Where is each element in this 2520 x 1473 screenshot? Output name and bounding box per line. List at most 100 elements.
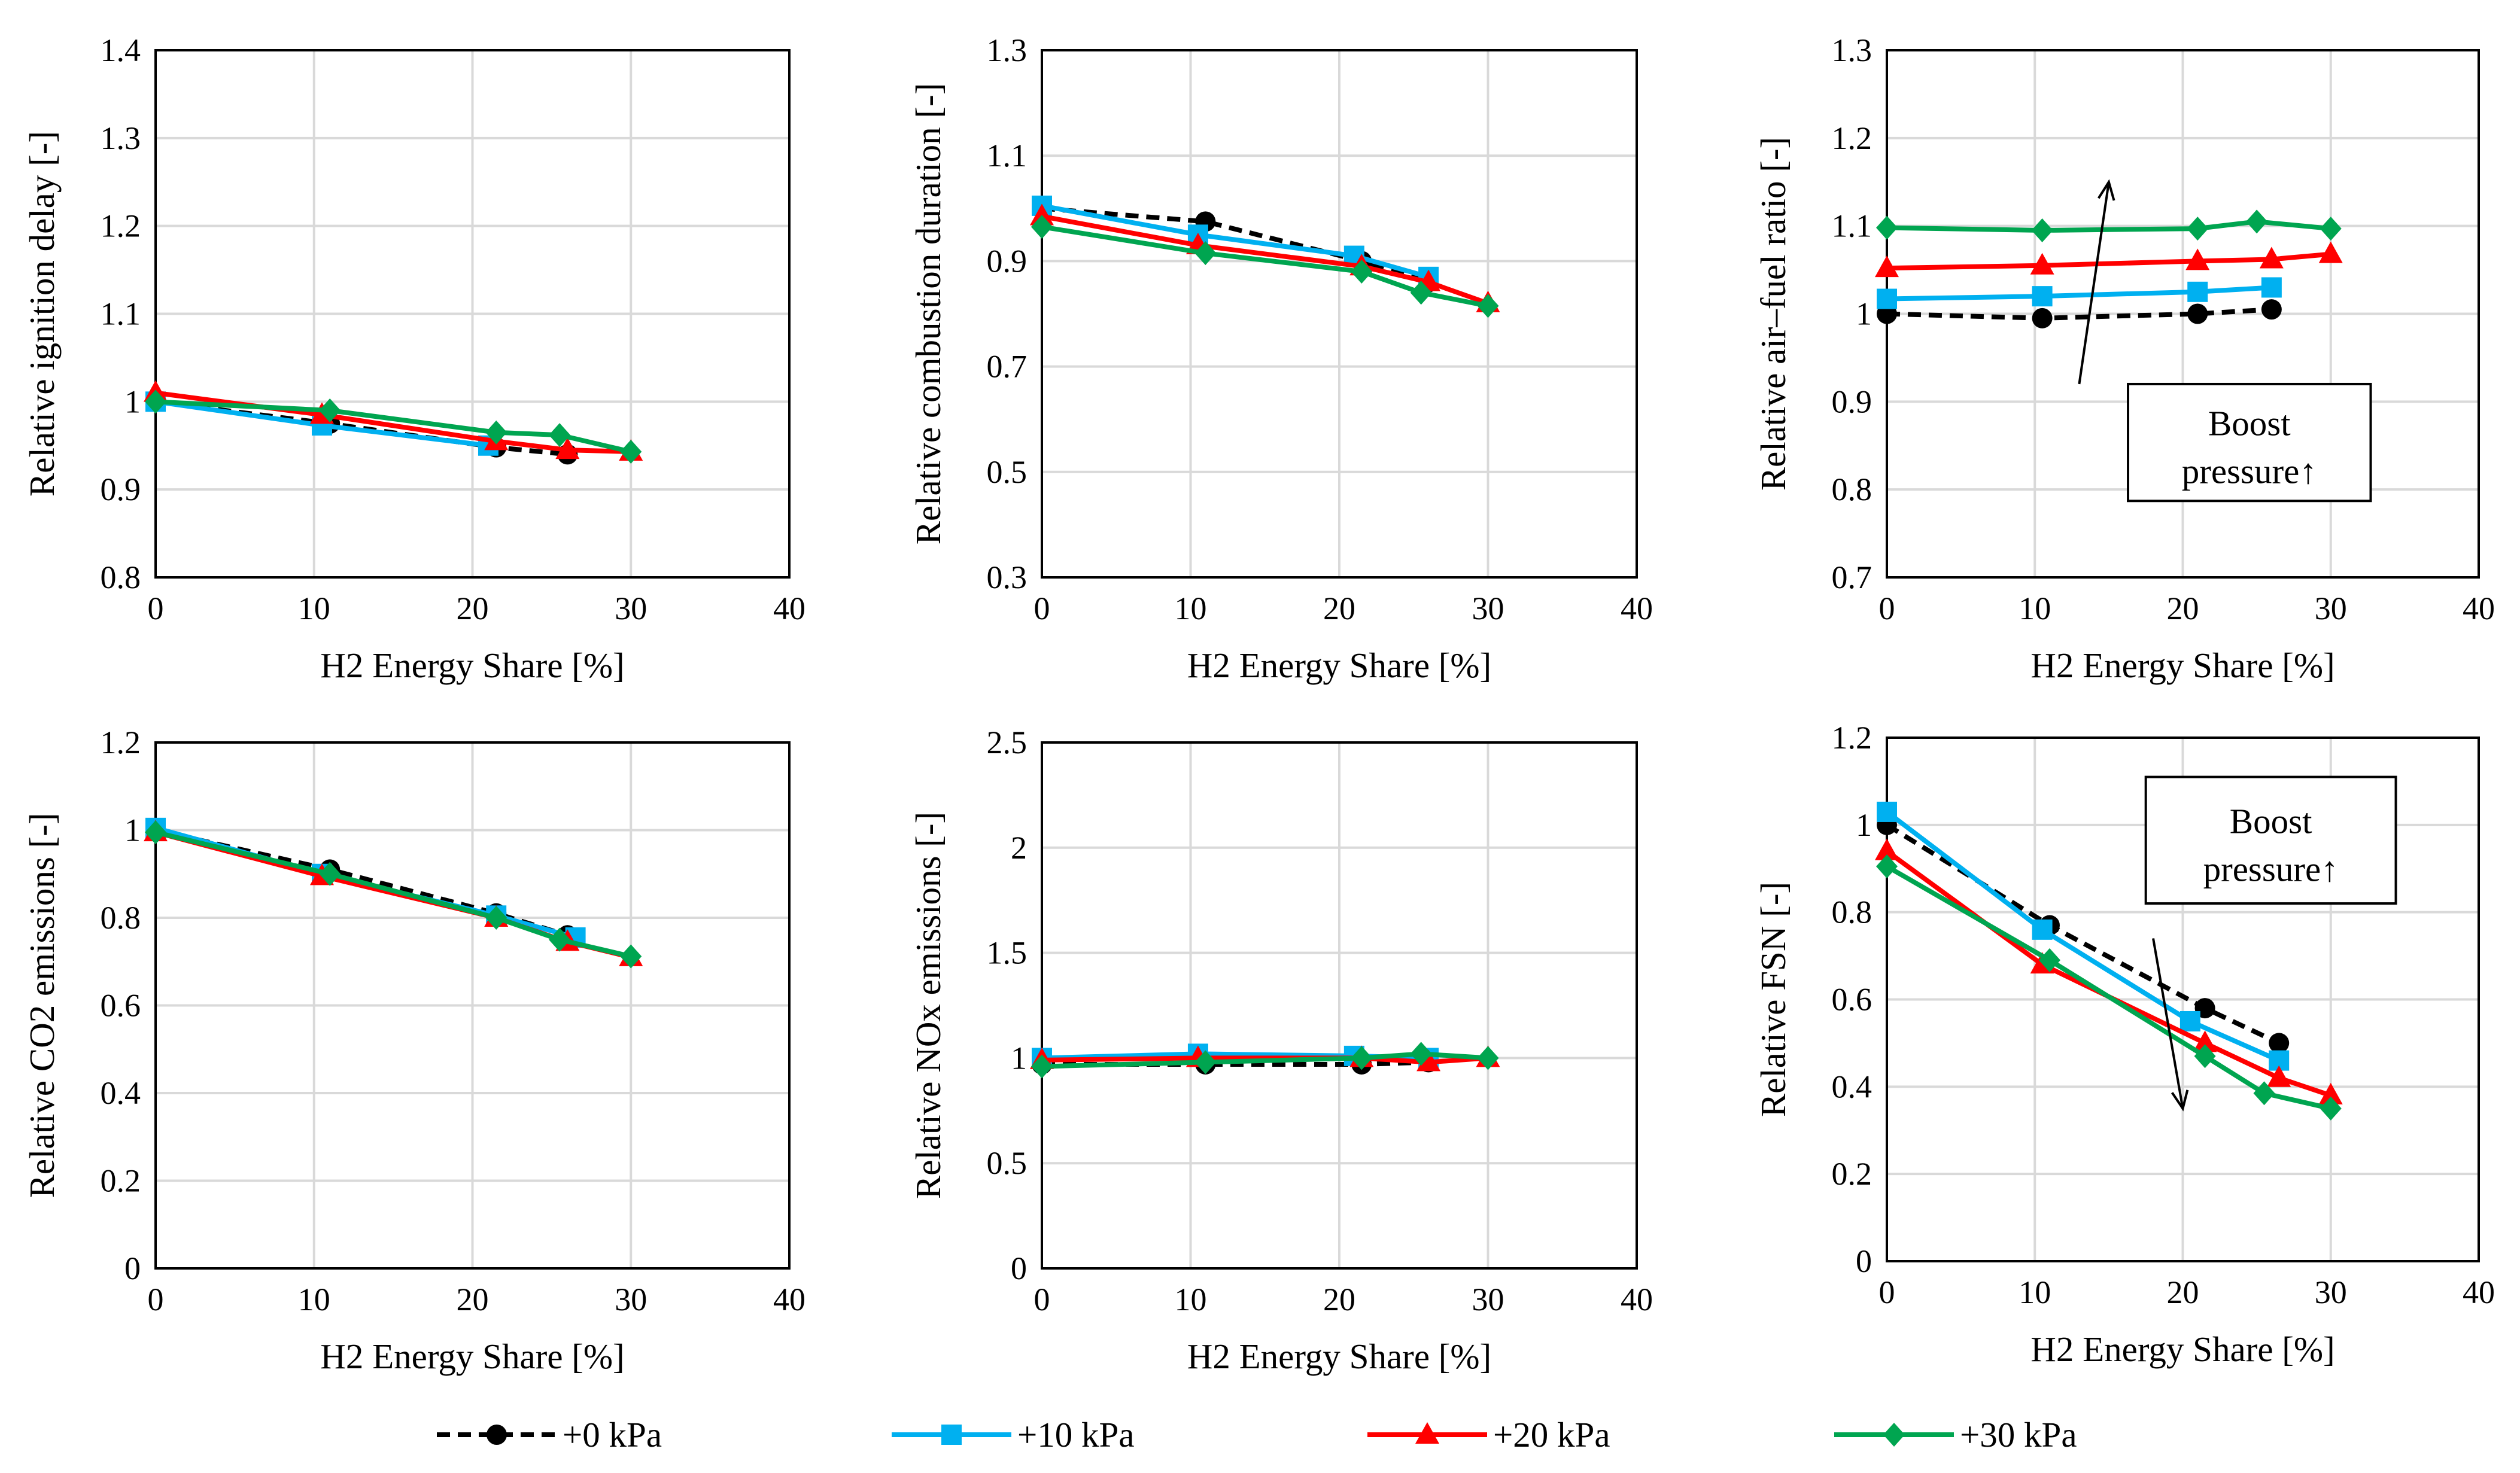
data-point <box>555 437 580 459</box>
y-tick-label: 2 <box>1011 830 1027 866</box>
annotation: Boost pressure↑ <box>2078 179 2372 503</box>
data-point <box>1416 1049 1441 1072</box>
data-point <box>1030 203 1054 226</box>
data-point <box>2318 1082 2343 1104</box>
y-tick-label: 0.7 <box>1832 559 1872 595</box>
annotation-arrow-head <box>2171 1089 2189 1112</box>
y-tick-label: 0.6 <box>101 988 141 1024</box>
legend-label: +30 kPa <box>1960 1415 2077 1454</box>
x-tick-label: 40 <box>1621 1282 1653 1317</box>
annotation-label: pressure↑ <box>2203 849 2339 888</box>
y-tick-label: 0 <box>124 1250 141 1286</box>
y-tick-label: 0.5 <box>987 454 1028 490</box>
legend-label: +10 kPa <box>1017 1415 1135 1454</box>
y-tick-label: 1.5 <box>987 935 1028 971</box>
x-tick-label: 30 <box>2315 591 2347 626</box>
chart-2: 0 10 20 30 40 0.3 0.5 0.7 0.9 1.1 1.3 H2 Energy Sha… <box>908 32 1653 685</box>
data-point <box>1194 241 1217 266</box>
y-tick-label: 1.1 <box>101 296 141 332</box>
y-tick-label: 0.4 <box>1832 1069 1872 1104</box>
data-point <box>2032 286 2053 307</box>
x-tick-label: 30 <box>615 591 647 626</box>
data-point <box>2179 1011 2200 1031</box>
legend-label: +20 kPa <box>1493 1415 1610 1454</box>
data-point <box>1876 854 1898 879</box>
y-tick-label: 0.8 <box>101 900 141 936</box>
y-tick-label: 0.9 <box>101 471 141 507</box>
plot-frame <box>1886 736 2480 1262</box>
x-tick-label: 30 <box>2315 1274 2347 1310</box>
x-tick-label: 10 <box>2019 1274 2051 1310</box>
x-tick-label: 30 <box>1472 1282 1504 1317</box>
y-tick-label: 0.7 <box>987 349 1028 385</box>
x-tick-label: 20 <box>2167 1274 2199 1310</box>
data-point <box>2032 308 2053 328</box>
y-tick-label: 0.4 <box>101 1075 141 1111</box>
data-point <box>2194 1044 2216 1069</box>
data-point <box>2185 248 2210 270</box>
x-tick-label: 10 <box>1175 1282 1207 1317</box>
data-point <box>2032 919 2053 940</box>
x-axis-title: H2 Energy Share [%] <box>2030 646 2334 685</box>
data-point <box>1410 1042 1432 1066</box>
y-tick-label: 0.3 <box>987 559 1028 595</box>
y-axis-title: Relative CO2 emissions [-] <box>22 813 62 1198</box>
annotation-label: Boost <box>2208 404 2291 443</box>
x-tick-label: 10 <box>298 591 330 626</box>
series-line <box>1886 285 2272 302</box>
annotation-box <box>2144 775 2397 905</box>
data-point <box>2038 948 2060 972</box>
y-tick-label: 1 <box>1856 296 1872 332</box>
x-tick-label: 40 <box>2463 591 2495 626</box>
legend-marker <box>487 1425 507 1445</box>
y-tick-label: 1.2 <box>1832 720 1872 756</box>
annotation-label: Boost <box>2230 801 2312 841</box>
data-point <box>2320 217 2342 241</box>
x-tick-label: 20 <box>457 1282 489 1317</box>
series-30kPa <box>1031 1042 1499 1079</box>
x-tick-label: 10 <box>298 1282 330 1317</box>
y-tick-label: 1.1 <box>987 138 1028 174</box>
plot-frame <box>1041 741 1638 1270</box>
y-tick-label: 0.8 <box>1832 894 1872 930</box>
data-point <box>620 440 642 464</box>
x-tick-label: 0 <box>1879 1274 1895 1310</box>
y-tick-label: 0.8 <box>101 559 141 595</box>
data-point <box>2267 1065 2291 1087</box>
series-30kPa <box>145 820 642 969</box>
data-point <box>1877 801 1897 822</box>
annotation-arrow-line <box>2152 938 2184 1109</box>
data-point <box>319 398 341 423</box>
annotation-arrow-line <box>2078 181 2110 385</box>
data-point <box>2259 246 2284 269</box>
plot-frame <box>154 741 791 1270</box>
data-point <box>2261 277 2282 298</box>
data-point <box>2269 1033 2290 1054</box>
legend-marker <box>941 1425 962 1445</box>
y-tick-label: 1.2 <box>101 208 141 244</box>
charts-container: 0 10 20 30 400.80.911.11.21.31.4H2 Energy Sh… <box>22 32 2495 1376</box>
y-tick-label: 0 <box>1856 1243 1872 1279</box>
series-30kPa <box>145 389 642 464</box>
annotation-label: pressure↑ <box>2182 452 2317 491</box>
y-tick-label: 1.2 <box>101 725 141 760</box>
x-tick-label: 20 <box>2167 591 2199 626</box>
chart-3: 0 10 20 30 40 0.7 0.8 0.9 1 1.1 1.2 1.3 H2 Energy Sh… <box>1753 32 2495 685</box>
data-point <box>2246 209 2268 234</box>
x-tick-label: 40 <box>1621 591 1653 626</box>
x-tick-label: 0 <box>148 591 164 626</box>
annotation-arrow-head <box>2098 179 2115 201</box>
x-axis-title: H2 Energy Share [%] <box>2030 1329 2334 1369</box>
legend-entry: +20 kPa <box>1367 1415 1610 1454</box>
data-point <box>620 944 642 969</box>
y-tick-label: 1 <box>124 812 141 848</box>
y-tick-label: 1 <box>124 384 141 419</box>
data-point <box>1875 838 1899 860</box>
data-point <box>1031 1054 1053 1079</box>
y-tick-label: 0.5 <box>987 1145 1028 1181</box>
data-point <box>1477 1046 1499 1070</box>
x-tick-label: 30 <box>615 1282 647 1317</box>
x-tick-label: 0 <box>1034 1282 1050 1317</box>
data-point <box>319 862 341 886</box>
